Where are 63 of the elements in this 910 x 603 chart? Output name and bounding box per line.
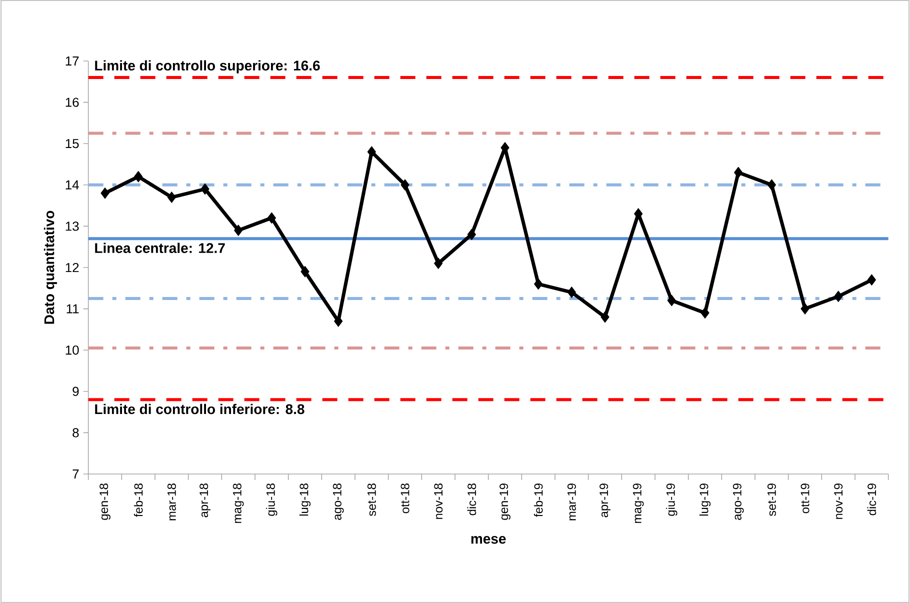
point	[400, 179, 410, 191]
x-tick-label: apr-18	[200, 484, 210, 518]
point	[767, 179, 776, 191]
point	[534, 278, 543, 290]
x-tick-label: mar-19	[567, 484, 576, 520]
x-tick-label: set-18	[367, 484, 376, 516]
x-tick-label: feb-18	[134, 484, 143, 517]
y-tick-label: 17	[66, 56, 79, 66]
x-tick-label: gen-19	[500, 484, 510, 520]
y-tick-label: 12	[66, 262, 79, 272]
x-tick-label: dic-19	[867, 484, 876, 516]
x-tick-label: dic-18	[467, 484, 476, 516]
y-tick-label: 11	[66, 304, 79, 314]
point	[134, 170, 143, 182]
point	[200, 183, 210, 195]
y-axis-title: Dato quantitativo	[44, 210, 57, 324]
point	[234, 224, 243, 236]
point	[100, 187, 110, 199]
point	[334, 315, 343, 327]
x-tick-label: giu-18	[266, 484, 278, 516]
x-tick-label: mar-18	[167, 484, 176, 520]
point	[267, 212, 276, 224]
y-tick-label: 16	[66, 98, 79, 107]
x-tick-label: lug-18	[299, 484, 311, 516]
x-tick-label: apr-19	[600, 484, 610, 518]
point	[700, 307, 710, 319]
point	[867, 274, 876, 286]
y-tick-label: 15	[66, 139, 79, 148]
y-tick-label: 8	[72, 428, 79, 438]
y-tick-label: 13	[66, 222, 79, 231]
x-tick-label: ott-19	[800, 484, 810, 514]
x-tick-label: gen-18	[100, 484, 110, 520]
point	[600, 311, 610, 323]
x-tick-label: set-19	[767, 484, 776, 516]
point	[434, 258, 443, 270]
point	[800, 303, 810, 315]
point	[167, 192, 176, 204]
x-tick-label: giu-19	[666, 484, 678, 516]
x-tick-label: nov-18	[434, 484, 443, 519]
x-tick-label: feb-19	[534, 484, 543, 517]
y-tick-label: 10	[66, 345, 79, 355]
point	[634, 208, 643, 220]
ref-line-label: Linea centrale: 12.7	[95, 242, 225, 254]
y-tick-label: 7	[72, 470, 79, 478]
point	[467, 228, 476, 240]
x-tick-label: mag-19	[632, 484, 644, 523]
point	[734, 166, 743, 178]
x-tick-label: ott-18	[400, 484, 410, 514]
ref-line-label: Limite di controllo superiore: 16.6	[95, 60, 320, 74]
point	[300, 266, 310, 278]
point	[567, 286, 576, 298]
y-tick-label: 14	[66, 180, 79, 190]
point	[667, 294, 676, 306]
x-tick-label: ago-18	[332, 484, 344, 520]
x-tick-label: lug-19	[699, 484, 711, 516]
ref-line-label: Limite di controllo inferiore: 8.8	[95, 404, 304, 414]
x-tick-label: mag-18	[232, 484, 244, 523]
point	[834, 290, 843, 302]
x-tick-label: nov-19	[834, 484, 843, 519]
x-axis-title: mese	[471, 536, 506, 544]
y-tick-label: 9	[72, 386, 79, 396]
point	[367, 146, 376, 158]
x-tick-label: ago-19	[732, 484, 744, 520]
